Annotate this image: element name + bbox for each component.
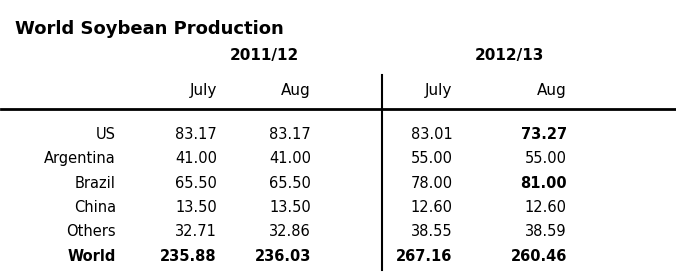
Text: 235.88: 235.88 (160, 249, 217, 264)
Text: 32.86: 32.86 (269, 224, 311, 239)
Text: 2011/12: 2011/12 (229, 48, 299, 63)
Text: China: China (74, 200, 116, 215)
Text: 65.50: 65.50 (175, 176, 217, 191)
Text: 2012/13: 2012/13 (475, 48, 544, 63)
Text: 267.16: 267.16 (396, 249, 452, 264)
Text: 41.00: 41.00 (269, 151, 311, 166)
Text: World: World (68, 249, 116, 264)
Text: Aug: Aug (537, 83, 567, 98)
Text: 83.01: 83.01 (411, 127, 452, 142)
Text: July: July (189, 83, 217, 98)
Text: 81.00: 81.00 (521, 176, 567, 191)
Text: Aug: Aug (281, 83, 311, 98)
Text: 55.00: 55.00 (525, 151, 567, 166)
Text: 55.00: 55.00 (410, 151, 452, 166)
Text: 65.50: 65.50 (269, 176, 311, 191)
Text: 78.00: 78.00 (410, 176, 452, 191)
Text: 260.46: 260.46 (510, 249, 567, 264)
Text: 73.27: 73.27 (521, 127, 567, 142)
Text: July: July (425, 83, 452, 98)
Text: 41.00: 41.00 (175, 151, 217, 166)
Text: World Soybean Production: World Soybean Production (15, 20, 284, 38)
Text: 38.59: 38.59 (525, 224, 567, 239)
Text: 12.60: 12.60 (410, 200, 452, 215)
Text: 83.17: 83.17 (269, 127, 311, 142)
Text: Argentina: Argentina (44, 151, 116, 166)
Text: 83.17: 83.17 (175, 127, 217, 142)
Text: 12.60: 12.60 (525, 200, 567, 215)
Text: Others: Others (66, 224, 116, 239)
Text: 38.55: 38.55 (411, 224, 452, 239)
Text: 32.71: 32.71 (175, 224, 217, 239)
Text: 13.50: 13.50 (175, 200, 217, 215)
Text: 236.03: 236.03 (255, 249, 311, 264)
Text: Brazil: Brazil (75, 176, 116, 191)
Text: US: US (96, 127, 116, 142)
Text: 13.50: 13.50 (269, 200, 311, 215)
